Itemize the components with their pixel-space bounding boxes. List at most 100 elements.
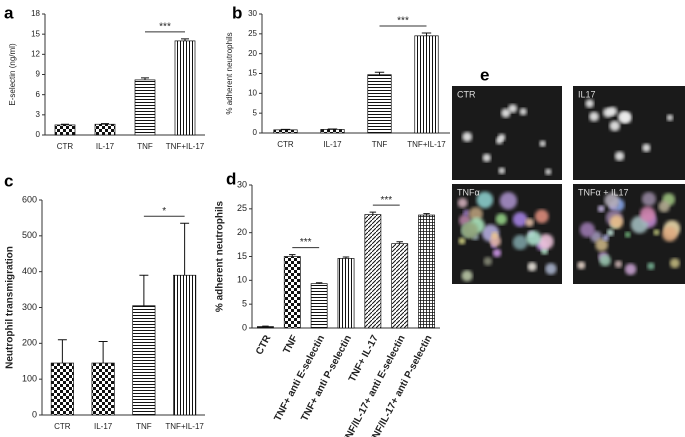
cell [461, 270, 473, 282]
x-tick-label: TNF+IL-17 [407, 140, 446, 149]
cell [495, 137, 503, 145]
cell [491, 232, 498, 239]
panel-letter: a [4, 3, 14, 22]
cell [519, 107, 527, 116]
cell [577, 261, 586, 270]
cell [609, 215, 624, 229]
cell [545, 168, 552, 175]
cell [599, 254, 611, 267]
error-bar [57, 339, 67, 364]
error-bar [289, 254, 296, 257]
x-tick-label: TNF+IL-17 [165, 422, 204, 431]
error-bar [180, 222, 190, 276]
cell [604, 192, 620, 208]
bar [414, 35, 439, 134]
y-tick-label: 600 [22, 194, 37, 204]
cell [642, 143, 651, 153]
y-tick-label: 0 [32, 409, 37, 419]
cell [597, 205, 605, 213]
cell [639, 206, 656, 222]
y-tick-label: 18 [31, 9, 40, 18]
x-tick-label: CTR [277, 140, 294, 149]
cell [489, 235, 502, 247]
cell [662, 226, 678, 242]
y-tick-label: 200 [22, 338, 37, 348]
cell [527, 262, 537, 272]
x-tick-label: IL-17 [94, 422, 113, 431]
cell [624, 263, 637, 276]
error-bar [374, 71, 385, 75]
cell [498, 167, 506, 175]
bar [364, 214, 382, 329]
x-tick-label: TNF+IL-17 [166, 142, 205, 151]
y-tick-label: 3 [36, 110, 41, 119]
error-bar [139, 274, 149, 306]
panel-letter: e [480, 65, 489, 84]
y-tick-label: 10 [237, 275, 247, 285]
bar [273, 129, 298, 134]
y-tick-label: 10 [248, 88, 257, 97]
error-bar [342, 256, 350, 259]
x-tick-label: TNF [281, 333, 300, 355]
error-bar [396, 241, 403, 244]
bar [134, 79, 156, 136]
y-tick-label: 9 [36, 70, 41, 79]
y-tick-label: 15 [237, 251, 247, 261]
cell [468, 206, 483, 222]
cell [624, 231, 631, 238]
significance-label: *** [159, 22, 171, 33]
cell [595, 238, 609, 252]
y-tick-label: 5 [253, 108, 258, 117]
cell [495, 213, 507, 225]
significance-label: *** [380, 195, 392, 206]
cell [606, 229, 614, 237]
cell [538, 233, 554, 250]
y-tick-label: 25 [248, 29, 257, 38]
bar [174, 40, 196, 136]
error-bar [423, 213, 430, 216]
cell [579, 222, 595, 238]
bar [337, 258, 355, 329]
bar [310, 283, 328, 329]
significance-label: *** [300, 237, 312, 248]
x-tick-label: CTR [57, 142, 74, 151]
y-tick-label: 30 [248, 9, 257, 18]
cell [614, 260, 623, 268]
y-tick-label: 6 [36, 90, 41, 99]
cell [526, 230, 542, 246]
micrographs [452, 86, 685, 284]
error-bar [315, 282, 323, 284]
cell [666, 114, 674, 121]
cell [653, 229, 660, 236]
cell [534, 209, 549, 224]
error-bar [369, 211, 377, 215]
cell [539, 140, 546, 147]
error-bar [421, 32, 432, 36]
cell [545, 263, 557, 275]
x-tick-label: TNF+ anti E-selectin [272, 333, 327, 423]
y-tick-label: 15 [248, 69, 257, 78]
error-bar [181, 38, 189, 41]
bar [367, 74, 392, 134]
significance-label: * [162, 206, 166, 217]
micrograph-caption: CTR [457, 89, 476, 99]
cell [602, 234, 609, 242]
panel-letter: c [4, 171, 13, 190]
cell [620, 111, 632, 124]
bar [418, 214, 435, 329]
x-tick-label: TNF [372, 140, 388, 149]
y-axis-label: E-selectin (ng/ml) [8, 43, 17, 106]
cell [508, 104, 518, 114]
y-tick-label: 20 [248, 49, 257, 58]
y-axis-label: % adherent neutrophils [225, 32, 234, 114]
cell [457, 197, 468, 208]
bar [132, 305, 156, 416]
bar [391, 243, 409, 329]
y-tick-label: 100 [22, 374, 37, 384]
y-tick-label: 20 [237, 227, 247, 237]
y-axis-label: % adherent neutrophils [215, 201, 226, 313]
y-tick-label: 30 [237, 179, 247, 189]
cell [461, 221, 479, 239]
cell [589, 111, 600, 122]
